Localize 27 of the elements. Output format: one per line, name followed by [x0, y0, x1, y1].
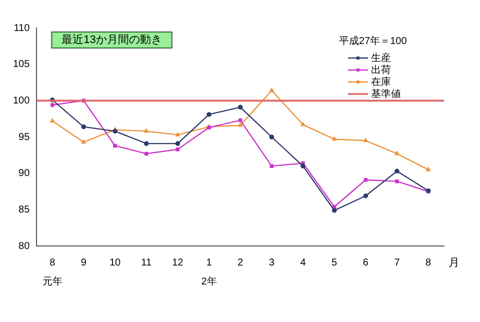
y-tick-label: 90	[18, 168, 30, 180]
x-tick-label: 8 元年	[42, 257, 62, 288]
x-tick-label: 1 2年	[201, 257, 217, 288]
legend-label: 出荷	[371, 64, 391, 76]
legend-label: 在庫	[371, 76, 391, 88]
x-tick-label: 11	[141, 257, 152, 268]
annotation: 平成27年＝100	[339, 34, 408, 47]
x-tick-label: 2	[238, 257, 244, 268]
x-tick-label: 7	[394, 257, 400, 268]
x-axis-title: 月	[448, 257, 460, 270]
x-tick-label: 3	[268, 257, 275, 268]
x-tick-label: 8	[426, 257, 432, 268]
y-tick-label: 95	[18, 132, 30, 143]
y-tick-label: 80	[18, 240, 30, 252]
x-tick-label: 4	[300, 257, 306, 268]
x-tick-label: 9	[80, 257, 87, 268]
x-tick-label: 12	[172, 257, 184, 268]
y-tick-label: 110	[14, 22, 30, 34]
x-tick-label: 6	[362, 257, 369, 268]
text: 最近13か月間の動き	[62, 33, 162, 46]
y-tick-label: 100	[12, 95, 30, 106]
x-tick-label: 10	[109, 257, 122, 268]
legend-label: 生産	[371, 52, 391, 64]
y-tick-label: 85	[18, 204, 30, 216]
y-tick-label: 105	[12, 59, 30, 70]
ref-line-label: 基準値	[371, 88, 401, 100]
x-tick-label: 5	[332, 257, 338, 268]
